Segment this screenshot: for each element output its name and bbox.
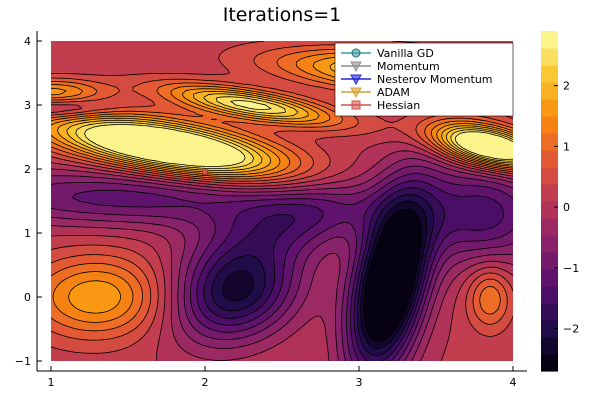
y-tick-label: 1 [24, 227, 31, 240]
contour-line [51, 150, 513, 361]
y-tick-label: 2 [24, 163, 31, 176]
contour-line [211, 194, 435, 356]
colorbar-tick-label: 1 [563, 140, 570, 153]
colorbar-band [541, 218, 558, 236]
colorbar-band [541, 184, 558, 202]
colorbar-band [541, 337, 558, 355]
x-tick-label: 3 [356, 376, 363, 389]
trajectory-points [202, 169, 208, 175]
x-tick-label: 1 [48, 376, 55, 389]
colorbar-tick-label: 0 [563, 201, 570, 214]
colorbar-band [541, 235, 558, 253]
legend-label: Hessian [377, 99, 420, 112]
colorbar-band [541, 65, 558, 83]
axes [36, 31, 527, 372]
colorbar-band [541, 167, 558, 185]
colorbar-band [541, 150, 558, 168]
contour-line [196, 180, 504, 361]
y-tick-label: 3 [24, 99, 31, 112]
x-tick-label: 2 [202, 376, 209, 389]
contour-line [363, 208, 422, 342]
legend-label: Vanilla GD [377, 47, 434, 60]
hessian-point [202, 169, 208, 175]
colorbar-band [541, 48, 558, 66]
colorbar-band [541, 303, 558, 321]
colorbar-band [541, 99, 558, 117]
chart-title: Iterations=1 [223, 4, 342, 26]
legend-marker [350, 87, 362, 99]
colorbar-ticks: −2 −1 0 1 2 [554, 80, 579, 336]
contour-line [51, 141, 513, 361]
colorbar-band [541, 116, 558, 134]
colorbar-tick-label: −2 [563, 323, 579, 336]
colorbar [541, 31, 558, 372]
y-tick-label: −1 [15, 355, 31, 368]
contour-line [51, 165, 513, 361]
colorbar-band [541, 82, 558, 100]
colorbar-band [541, 286, 558, 304]
colorbar-band [541, 252, 558, 270]
colorbar-band [541, 320, 558, 338]
legend-marker [351, 100, 361, 110]
x-axis-ticks: 1 2 3 4 [48, 366, 517, 389]
contour-line [51, 158, 513, 361]
colorbar-tick-label: 2 [563, 80, 570, 93]
legend-marker [350, 61, 362, 73]
x-tick-label: 4 [510, 376, 517, 389]
legend-label: Momentum [377, 60, 440, 73]
legend-marker [350, 74, 362, 86]
legend-label: ADAM [377, 86, 410, 99]
colorbar-band [541, 133, 558, 151]
contour-line [84, 100, 513, 167]
contour-line [203, 187, 446, 361]
contour-line [222, 201, 428, 349]
legend-marker [351, 48, 361, 58]
y-axis-ticks: −1 0 1 2 3 4 [15, 35, 42, 368]
colorbar-band [541, 31, 558, 49]
legend-label: Nesterov Momentum [377, 73, 493, 86]
colorbar-band [541, 201, 558, 219]
colorbar-tick-label: −1 [563, 262, 579, 275]
contour-line [72, 173, 513, 361]
y-tick-label: 4 [24, 35, 31, 48]
colorbar-band [541, 269, 558, 287]
colorbar-band [541, 354, 558, 372]
y-tick-label: 0 [24, 291, 31, 304]
